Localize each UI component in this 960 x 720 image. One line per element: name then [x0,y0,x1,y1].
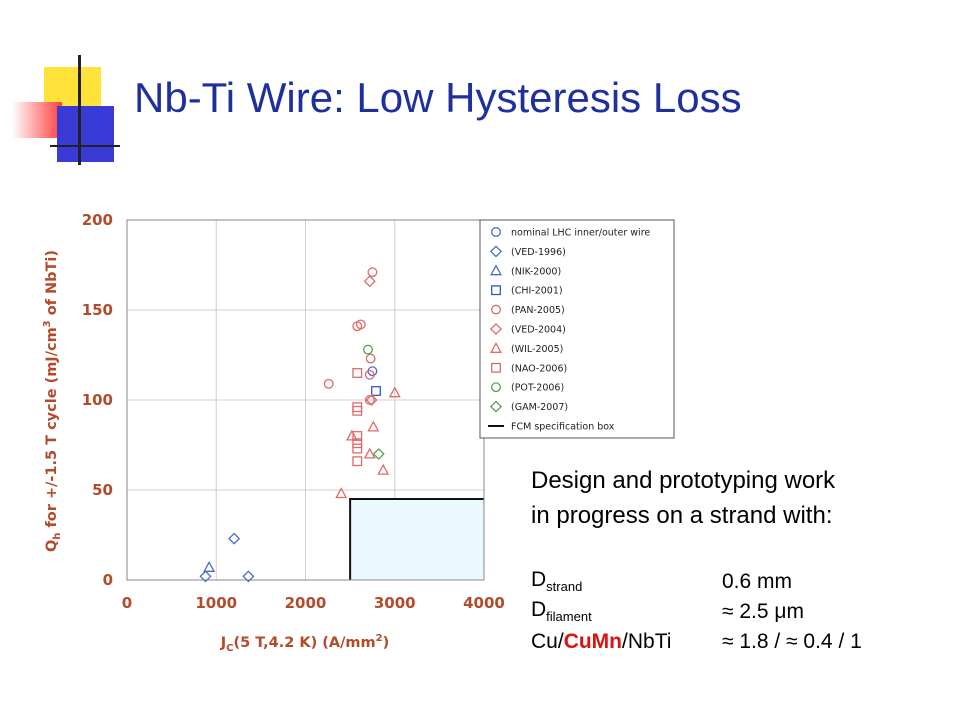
spec-box-fill [350,499,484,580]
legend-label-gam-2007: (GAM-2007) [511,402,568,413]
legend-label-ved-2004: (VED-2004) [511,325,566,336]
spec-label-d-strand: Dstrand [531,568,583,595]
point-ved-2004 [365,393,378,407]
point-nao-2006 [352,402,363,413]
legend-marker-chi-2001 [491,285,501,296]
point-pan-2005 [355,319,366,330]
chart-ticks: 0 1000 2000 3000 4000 0 50 100 150 200 [82,211,505,612]
legend-label-pot-2006: (POT-2006) [511,383,564,394]
legend-label-chi-2001: (CHI-2001) [511,286,563,297]
deco-red-square [12,102,62,138]
spec-value-copper-ratio: ≈ 1.8 / ≈ 0.4 / 1 [722,630,862,653]
x-tick-label: 1000 [195,594,237,612]
point-nao-2006 [352,368,363,378]
x-tick-label: 2000 [285,594,327,612]
point-pan-2005 [323,378,334,389]
point-ved-1996 [228,532,241,545]
y-tick-label: 200 [82,211,113,229]
point-nao-2006 [352,456,363,467]
chart-legend: nominal LHC inner/outer wire (VED-1996) (N… [479,219,675,439]
legend-label-nao-2006: (NAO-2006) [511,363,567,374]
legend-marker-pot-2006 [491,382,501,393]
cumn-highlight: CuMn [563,630,623,653]
point-pan-2005 [364,369,375,380]
legend-label-pan-2005: (PAN-2005) [511,305,565,316]
point-nao-2006 [352,405,363,416]
x-tick-label: 0 [122,594,132,612]
point-ved-1996 [199,570,212,583]
point-wil-2005 [377,463,390,475]
point-nao-2006 [352,443,363,454]
description-line-1: Design and prototyping work [531,467,836,494]
point-ved-2004 [363,275,376,288]
spec-box-outline [349,498,484,580]
spec-value-d-strand: 0.6 mm [722,570,793,593]
legend-marker-ved-2004 [489,322,503,336]
point-wil-2005 [345,429,358,441]
spec-label-copper-ratio: Cu/CuMn/NbTi [531,630,672,653]
y-tick-label: 150 [82,301,113,319]
legend-label-wil-2005: (WIL-2005) [511,344,563,355]
x-tick-label: 3000 [374,594,416,612]
legend-marker-nao-2006 [491,362,501,373]
point-nik-2000 [203,560,216,572]
point-wil-2005 [363,447,376,459]
point-pan-2005 [364,395,375,405]
legend-label-ved-1996: (VED-1996) [511,247,566,258]
spec-label-d-filament: Dfilament [531,598,592,625]
legend-marker-wil-2005 [490,341,502,353]
deco-blue-square [57,106,114,162]
y-tick-label: 100 [82,391,113,409]
legend-label-spec-box: FCM specification box [511,422,615,433]
point-wil-2005 [388,386,401,398]
description-line-2: in progress on a strand with: [531,502,833,529]
x-tick-label: 4000 [463,594,505,612]
deco-vertical-line [78,55,81,165]
legend-marker-ved-1996 [489,245,503,258]
x-axis-label: JC(5 T,4.2 K) (A/mm2) [220,633,389,654]
point-nao-2006 [352,438,363,449]
point-wil-2005 [335,487,348,499]
legend-marker-nominal-lhc-inner-outer-wire [491,227,501,237]
legend-label-nik-2000: (NIK-2000) [511,266,561,277]
legend-marker-pan-2005 [491,304,501,315]
fcm-specification-box [349,498,484,580]
point-pan-2005 [367,267,378,278]
y-tick-label: 50 [92,481,113,499]
deco-horizontal-line [50,145,120,147]
chart-points [199,267,401,583]
y-tick-label: 0 [103,571,113,589]
point-pot-2006 [363,344,373,355]
spec-value-d-filament: ≈ 2.5 μm [722,600,804,623]
legend-marker-gam-2007 [489,400,503,413]
legend-marker-nik-2000 [490,264,502,276]
y-axis-label: Qh for +/-1.5 T cycle (mJ/cm3 of NbTi) [42,250,63,552]
point-nao-2006 [352,431,363,441]
point-wil-2005 [367,420,380,432]
point-ved-1996 [242,570,255,583]
hysteresis-scatter-chart: 0 1000 2000 3000 4000 0 50 100 150 200 Qh for +/-… [42,211,675,654]
design-description: Design and prototyping work in progress o… [531,463,835,533]
slide-title: Nb-Ti Wire: Low Hysteresis Loss [134,74,742,121]
point-chi-2001 [371,386,381,396]
point-gam-2007 [372,447,385,461]
legend-frame [479,219,675,439]
point-pan-2005 [365,353,376,364]
legend-label-nominal-lhc-inner-outer-wire: nominal LHC inner/outer wire [511,228,650,239]
